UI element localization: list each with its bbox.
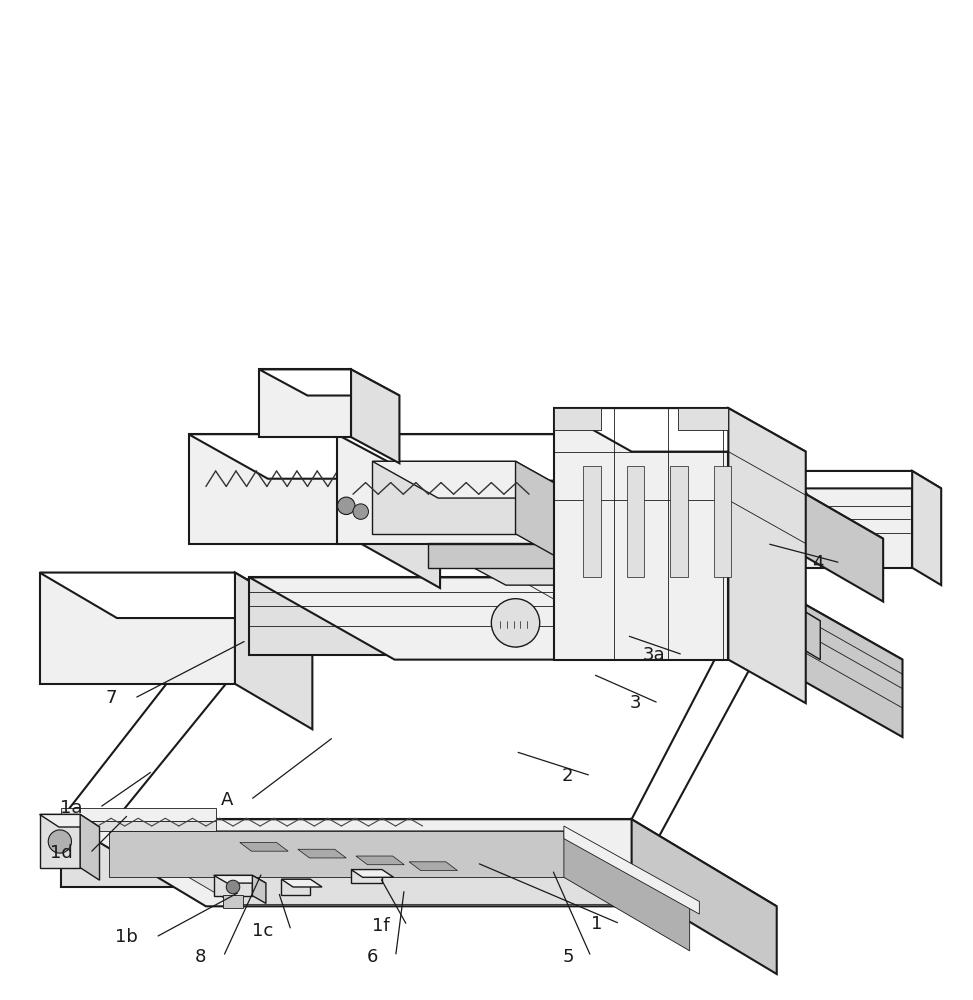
Polygon shape [516,461,581,571]
Polygon shape [252,875,266,903]
Polygon shape [298,849,346,858]
Polygon shape [428,544,641,585]
Polygon shape [249,577,757,655]
Circle shape [338,497,355,515]
Polygon shape [675,592,772,631]
Circle shape [609,597,664,651]
Text: 7: 7 [105,689,117,707]
Polygon shape [627,466,644,577]
Polygon shape [80,814,99,880]
Circle shape [49,830,71,853]
Polygon shape [337,434,597,544]
Text: 1: 1 [592,915,602,933]
Circle shape [353,504,369,519]
Polygon shape [61,819,776,906]
Text: 2: 2 [562,767,573,785]
Polygon shape [583,466,600,577]
Text: 4: 4 [811,554,823,572]
Polygon shape [757,577,903,737]
Circle shape [759,480,810,530]
Polygon shape [670,466,688,577]
Polygon shape [259,369,351,437]
Polygon shape [40,814,80,868]
Circle shape [227,880,239,894]
Polygon shape [564,544,641,609]
Polygon shape [40,573,312,618]
Polygon shape [337,434,685,481]
Polygon shape [678,408,729,430]
Polygon shape [40,573,234,684]
Polygon shape [373,461,581,498]
Text: 1a: 1a [59,799,82,817]
Text: 1f: 1f [372,917,390,935]
Polygon shape [61,808,216,821]
Text: 5: 5 [562,948,573,966]
Polygon shape [109,831,564,877]
Text: 1b: 1b [116,928,138,946]
Polygon shape [61,821,216,831]
Polygon shape [249,577,903,660]
Text: 1d: 1d [50,844,72,862]
Text: A: A [221,791,233,809]
Polygon shape [356,856,404,865]
Polygon shape [249,466,883,539]
Text: 6: 6 [367,948,378,966]
Polygon shape [351,369,400,463]
Polygon shape [361,434,440,588]
Polygon shape [714,466,732,577]
Polygon shape [224,895,242,908]
Polygon shape [214,875,266,883]
Polygon shape [281,879,322,887]
Polygon shape [109,831,690,904]
Polygon shape [189,434,440,479]
Polygon shape [757,466,883,602]
Polygon shape [351,870,394,877]
Polygon shape [912,471,941,585]
Polygon shape [631,819,776,974]
Polygon shape [772,592,820,660]
Polygon shape [428,544,564,568]
Polygon shape [61,819,631,887]
Polygon shape [555,408,729,660]
Polygon shape [40,814,99,827]
Polygon shape [409,862,457,871]
Polygon shape [249,466,757,529]
Polygon shape [373,461,516,534]
Polygon shape [259,369,400,396]
Polygon shape [747,471,912,568]
Polygon shape [675,592,820,621]
Text: 3a: 3a [643,646,666,664]
Polygon shape [496,621,535,628]
Polygon shape [597,434,685,590]
Polygon shape [564,831,690,951]
Polygon shape [239,842,288,851]
Polygon shape [564,826,700,914]
Polygon shape [351,870,382,883]
Polygon shape [729,408,806,703]
Text: 8: 8 [195,948,206,966]
Circle shape [491,599,540,647]
Polygon shape [189,434,361,544]
Polygon shape [281,879,310,895]
Polygon shape [555,408,806,452]
Polygon shape [214,875,252,896]
Text: 3: 3 [630,694,641,712]
Polygon shape [747,471,941,488]
Polygon shape [555,408,600,430]
Text: 1c: 1c [252,922,273,940]
Polygon shape [234,573,312,729]
